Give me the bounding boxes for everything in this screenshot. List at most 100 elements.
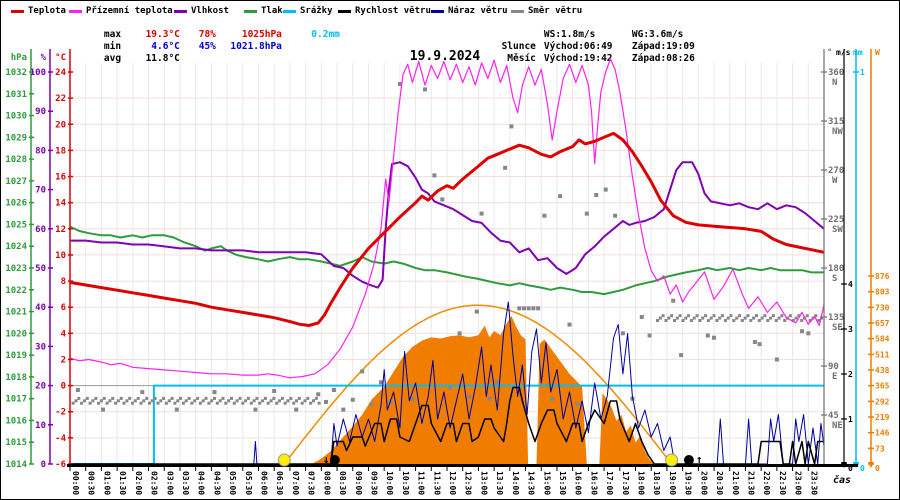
time-tick-label: 12:30 (464, 471, 473, 495)
stat-min-humidity: 45% (198, 41, 216, 52)
time-tick-label: 18:00 (637, 471, 646, 495)
time-tick-label: 09:30 (369, 471, 378, 495)
axis-tick-label: 1022 (5, 286, 27, 296)
axis-unit-label: ° (827, 48, 832, 58)
axis-tick-label: 1017 (5, 395, 27, 405)
compass-direction-label: SW (832, 225, 843, 235)
axis-tick-label: 20 (55, 120, 66, 130)
time-tick-label: 02:00 (134, 471, 143, 495)
time-tick-label: 03:30 (181, 471, 190, 495)
axis-tick-label: 90 (828, 362, 839, 372)
axis-tick-label: 876 (875, 272, 890, 281)
legend-label: Srážky (300, 6, 333, 16)
legend-label: Přízemní teplota (86, 6, 173, 16)
legend-item: Přízemní teplota (69, 6, 173, 16)
rychlost-vetru-line-icon (338, 9, 351, 13)
axis-tick-label: 10 (35, 421, 46, 431)
prizemni-teplota-line-icon (69, 9, 82, 13)
time-axis: 00:00 00:30 01:00 01:30 02:00 02:30 03:00 03:30… (67, 464, 858, 495)
axis-tick-label: 1027 (5, 177, 27, 187)
moonset-arrow-icon: ↓ (323, 453, 330, 466)
time-tick-label: 05:30 (244, 471, 253, 495)
sunset-marker-icon (665, 453, 679, 467)
legend-item: Srážky (283, 6, 333, 16)
time-tick-label: 17:30 (621, 471, 630, 495)
time-tick-label: 04:00 (197, 471, 206, 495)
compass-direction-label: E (832, 372, 837, 382)
time-tick-label: 06:30 (275, 471, 284, 495)
axis-tick-label: 1026 (5, 199, 27, 209)
time-tick-label: 05:00 (228, 471, 237, 495)
time-tick-label: 11:30 (432, 471, 441, 495)
time-tick-label: 15:30 (558, 471, 567, 495)
time-tick-label: 22:00 (762, 471, 771, 495)
time-tick-label: 10:30 (401, 471, 410, 495)
time-tick-label: 06:00 (260, 471, 269, 495)
axis-tick-label: 0 (41, 460, 46, 470)
axis-tick-label: 315 (828, 117, 844, 127)
time-tick-label: 07:00 (291, 471, 300, 495)
axis-tick-label: 511 (875, 350, 890, 359)
axis-tick-label: 18 (55, 146, 66, 156)
axis-hPa: 1014 1015 1016 1017 1018 1019 1020 1021 1022 1023… (5, 49, 34, 470)
compass-direction-label: S (832, 274, 837, 284)
sun-moon-markers: ↓ ↑ (277, 453, 703, 467)
time-tick-label: 01:00 (102, 471, 111, 495)
axis-tick-label: 45 (828, 411, 839, 421)
stat-max-temp: 19.3°C (145, 29, 180, 40)
stats-avg-row: avg 11.8°C (81, 41, 180, 77)
legend-label: Náraz větru (448, 6, 508, 16)
wind-gust-line (70, 301, 825, 465)
stat-min-pressure: 1021.8hPa (230, 41, 282, 52)
axis-tick-label: 6 (61, 303, 66, 313)
vlhkost-line-icon (174, 9, 187, 13)
axis-tick-label: 90 (35, 107, 46, 117)
time-tick-label: 22:30 (778, 471, 787, 495)
time-tick-label: 19:00 (668, 471, 677, 495)
teplota-line-icon (11, 9, 24, 13)
stat-max-pressure: 1025hPa (241, 29, 282, 40)
sunset-time: Západ:19:09 (631, 41, 695, 52)
axis-tick-label: 0 (860, 464, 865, 473)
axis-tick-label: 219 (875, 413, 890, 422)
compass-direction-label: NW (832, 127, 843, 137)
time-tick-label: 17:00 (605, 471, 614, 495)
axis-unit-label: % (41, 53, 47, 63)
stat-min-temp: 4.6°C (151, 41, 180, 52)
axis-tick-label: 730 (875, 303, 890, 312)
time-tick-label: 11:00 (417, 471, 426, 495)
axis-tick-label: 0 (61, 382, 66, 392)
pressure-line (69, 225, 824, 296)
moonrise-marker-icon (683, 455, 694, 465)
time-tick-label: 15:00 (542, 471, 551, 495)
time-axis-title: čas (833, 474, 851, 486)
time-tick-label: 23:00 (794, 471, 803, 495)
moonset-marker-icon (329, 455, 340, 465)
wind-speed-line (70, 386, 824, 465)
time-tick-label: 07:30 (307, 471, 316, 495)
temperature-line (69, 131, 825, 327)
axis-tick-label: 8 (61, 277, 66, 287)
axis-tick-label: 3 (848, 325, 853, 334)
stat-max-humidity: 78% (198, 29, 216, 40)
axis-tick-label: 1019 (5, 351, 27, 361)
axis-tick-label: 360 (828, 68, 844, 78)
axis-tick-label: 1018 (5, 373, 27, 383)
axis-tick-label: 2 (848, 370, 853, 379)
legend-item: Teplota (11, 6, 66, 16)
axis-tick-label: 12 (55, 225, 66, 235)
time-tick-label: 08:00 (322, 471, 331, 495)
legend-label: Vlhkost (191, 6, 229, 16)
sunrise-time: Východ:06:49 (543, 41, 613, 52)
axis-tick-label: 1024 (5, 242, 27, 252)
axis-unit-label: hPa (11, 53, 27, 63)
sunrise-marker-icon (277, 453, 291, 467)
legend-label: Tlak (261, 6, 283, 16)
stat-max-label: max (103, 29, 122, 40)
sun-times-row: Slunce Východ:06:49 Západ:19:09 (465, 29, 695, 65)
time-tick-label: 03:00 (165, 471, 174, 495)
axis-tick-label: 657 (875, 319, 890, 328)
axis-tick-label: -4 (55, 434, 66, 444)
axis-tick-label: 1014 (5, 460, 27, 470)
